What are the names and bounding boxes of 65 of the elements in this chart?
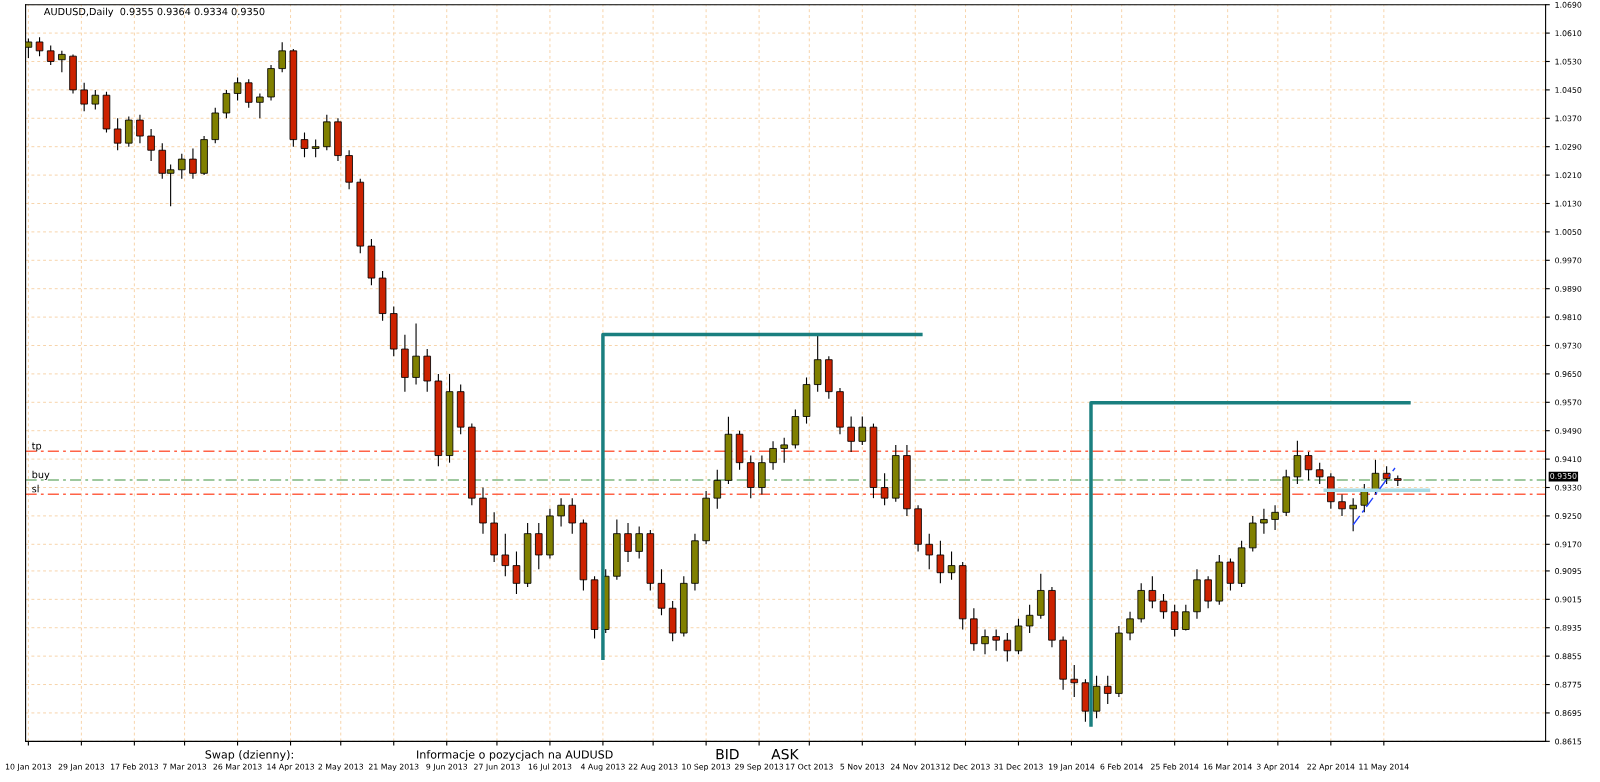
candlestick — [35, 36, 44, 57]
candlestick — [1226, 557, 1235, 592]
candlestick — [113, 117, 122, 151]
candlestick — [1182, 604, 1190, 632]
candlestick — [300, 131, 309, 158]
ref-line-label: sl — [32, 484, 39, 493]
candlestick — [256, 92, 264, 119]
candlestick — [178, 153, 186, 180]
candlestick — [189, 147, 197, 180]
ref-line-label: buy — [32, 470, 50, 481]
text: Swap (dzienny): — [205, 750, 293, 761]
candlestick — [1304, 451, 1313, 481]
candlestick — [91, 89, 100, 110]
candlestick — [501, 533, 510, 577]
candlestick — [136, 114, 144, 144]
text: BID — [716, 749, 739, 760]
ref-line-label: tp — [31, 442, 42, 452]
candlestick — [58, 50, 66, 73]
candlestick — [1204, 575, 1212, 609]
candlestick — [1293, 440, 1302, 485]
candlestick — [981, 628, 989, 655]
candlestick — [147, 128, 155, 162]
candlestick — [1338, 494, 1346, 517]
candlestick — [1271, 504, 1279, 531]
candlestick — [46, 44, 55, 66]
candlestick — [1371, 459, 1380, 496]
candlestick — [858, 415, 867, 446]
candlestick — [880, 472, 889, 506]
candlestick — [1103, 675, 1112, 705]
candlestick — [1170, 604, 1179, 638]
candlestick — [635, 526, 643, 560]
candlestick — [278, 41, 286, 73]
candlestick — [1159, 593, 1168, 620]
candlestick — [1070, 664, 1079, 698]
candlestick — [1126, 611, 1134, 641]
candlestick — [769, 440, 777, 471]
candlestick — [780, 437, 788, 464]
candlestick — [535, 522, 543, 570]
candlestick — [1025, 604, 1034, 634]
candlestick — [1349, 497, 1357, 532]
candlestick — [25, 37, 33, 59]
candlestick — [1315, 462, 1324, 485]
candlestick — [125, 115, 133, 148]
candlestick — [992, 628, 1000, 652]
candlestick — [624, 522, 632, 563]
candlestick — [557, 497, 565, 528]
text: ASK — [771, 748, 799, 760]
candlestick — [568, 497, 577, 535]
text: Informacje o pozycjach na AUDUSD — [417, 750, 613, 761]
candlestick — [233, 76, 242, 102]
candlestick — [1360, 483, 1369, 513]
candlestick — [80, 82, 88, 112]
candlestick — [847, 415, 855, 453]
candlestick — [244, 78, 253, 109]
candlestick — [713, 469, 722, 510]
candlestick — [222, 89, 231, 119]
candlestick — [1003, 632, 1012, 663]
candlestick — [412, 322, 420, 386]
candlestick — [925, 533, 933, 570]
candlestick — [947, 550, 956, 581]
candlestick — [1148, 575, 1157, 609]
candlestick — [936, 540, 945, 584]
chart-title: AUDUSD,Daily 0.9355 0.9364 0.9334 0.9350 — [43, 7, 265, 18]
candlestick — [1260, 508, 1268, 535]
candlestick — [512, 550, 521, 595]
